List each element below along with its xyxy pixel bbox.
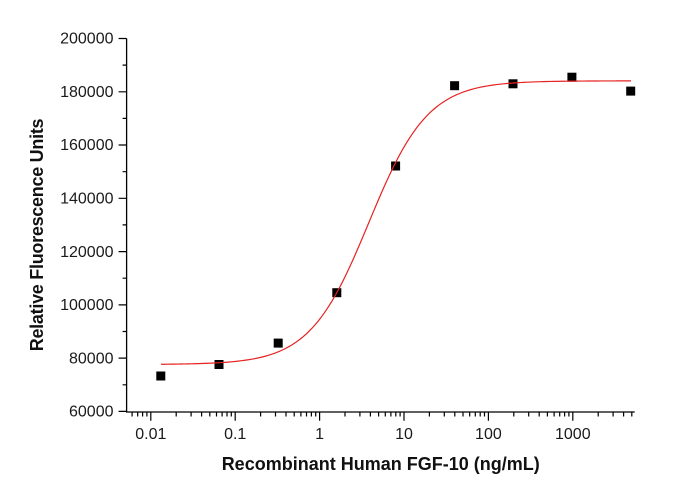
svg-text:180000: 180000 xyxy=(60,84,113,101)
svg-text:100: 100 xyxy=(475,426,502,443)
svg-text:60000: 60000 xyxy=(69,404,114,421)
svg-text:160000: 160000 xyxy=(60,137,113,154)
svg-text:1: 1 xyxy=(315,426,324,443)
svg-text:1000: 1000 xyxy=(555,426,591,443)
svg-text:10: 10 xyxy=(395,426,413,443)
svg-text:Recombinant Human FGF-10 (ng/m: Recombinant Human FGF-10 (ng/mL) xyxy=(222,454,540,474)
svg-text:Relative Fluorescence Units: Relative Fluorescence Units xyxy=(27,118,47,351)
svg-text:140000: 140000 xyxy=(60,191,113,208)
svg-text:100000: 100000 xyxy=(60,297,113,314)
svg-text:0.1: 0.1 xyxy=(224,426,246,443)
svg-text:120000: 120000 xyxy=(60,244,113,261)
svg-text:80000: 80000 xyxy=(69,350,114,367)
svg-text:0.01: 0.01 xyxy=(135,426,166,443)
svg-text:200000: 200000 xyxy=(60,31,113,48)
